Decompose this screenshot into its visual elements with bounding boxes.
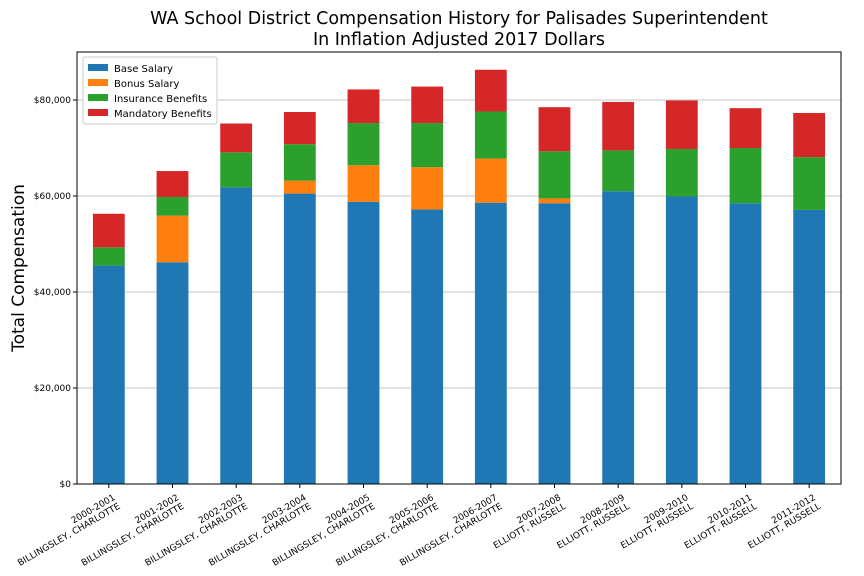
bar-segment — [347, 201, 380, 484]
bar-segment — [347, 89, 380, 124]
bar-segment — [283, 180, 316, 194]
bar-segment — [411, 209, 444, 484]
bar-segment — [220, 123, 253, 153]
bar-segment — [283, 193, 316, 484]
bar-segment — [220, 187, 253, 485]
bar-segment — [283, 144, 316, 181]
bar-segment — [156, 262, 189, 484]
bar-segment — [602, 101, 635, 151]
bar-segment — [347, 165, 380, 202]
bar-segment — [665, 196, 698, 485]
bar-segment — [729, 203, 762, 484]
bar-segment — [729, 148, 762, 204]
bar-segment — [538, 198, 571, 204]
legend-label: Base Salary — [114, 64, 173, 75]
bar-segment — [665, 100, 698, 149]
legend-label: Bonus Salary — [114, 79, 180, 90]
bar-segment — [92, 247, 125, 266]
bar-segment — [156, 196, 189, 216]
y-tick-label: $60,000 — [34, 192, 71, 202]
bar-segment — [538, 203, 571, 484]
bar-segment — [538, 107, 571, 152]
bar-segment — [793, 209, 826, 485]
bar-segment — [793, 112, 826, 158]
bar-segment — [474, 111, 507, 159]
y-axis-label: Total Compensation — [9, 184, 29, 353]
y-tick-label: $40,000 — [34, 288, 71, 298]
legend-swatch — [88, 64, 108, 71]
bar-segment — [347, 123, 380, 166]
bars — [92, 69, 826, 485]
bar-segment — [220, 152, 253, 188]
bar-segment — [92, 213, 125, 248]
chart-subtitle: In Inflation Adjusted 2017 Dollars — [313, 30, 605, 50]
legend-swatch — [88, 94, 108, 101]
plot-frame — [76, 51, 842, 485]
bar-segment — [156, 215, 189, 263]
bar-segment — [411, 167, 444, 210]
bar-segment — [602, 191, 635, 484]
x-tick-name: BILLINGSLEY, CHARLOTTE — [16, 502, 122, 569]
legend-swatch — [88, 79, 108, 86]
bar-segment — [538, 151, 571, 199]
legend-label: Insurance Benefits — [114, 94, 207, 105]
bar-segment — [474, 158, 507, 203]
legend-swatch — [88, 109, 108, 116]
bar-segment — [411, 86, 444, 124]
y-tick-label: $80,000 — [34, 96, 71, 106]
bar-segment — [602, 150, 635, 192]
bar-segment — [283, 112, 316, 145]
bar-segment — [411, 123, 444, 168]
legend: Base Salary Bonus Salary Insurance Benefit… — [82, 56, 218, 125]
legend-label: Mandatory Benefits — [114, 109, 212, 120]
bar-segment — [474, 69, 507, 112]
bar-segment — [92, 265, 125, 484]
bar-segment — [156, 171, 189, 197]
bar-segment — [665, 148, 698, 197]
chart-title: WA School District Compensation History … — [150, 9, 768, 29]
y-tick-label: $20,000 — [34, 384, 71, 394]
legend-frame — [82, 56, 218, 125]
gridlines — [77, 99, 841, 389]
bar-segment — [793, 157, 826, 210]
bar-segment — [474, 202, 507, 484]
bar-segment — [729, 108, 762, 148]
y-tick-label: $0 — [60, 480, 72, 490]
y-axis-ticks: $0 $20,000 $40,000 $60,000 $80,000 — [34, 96, 77, 490]
